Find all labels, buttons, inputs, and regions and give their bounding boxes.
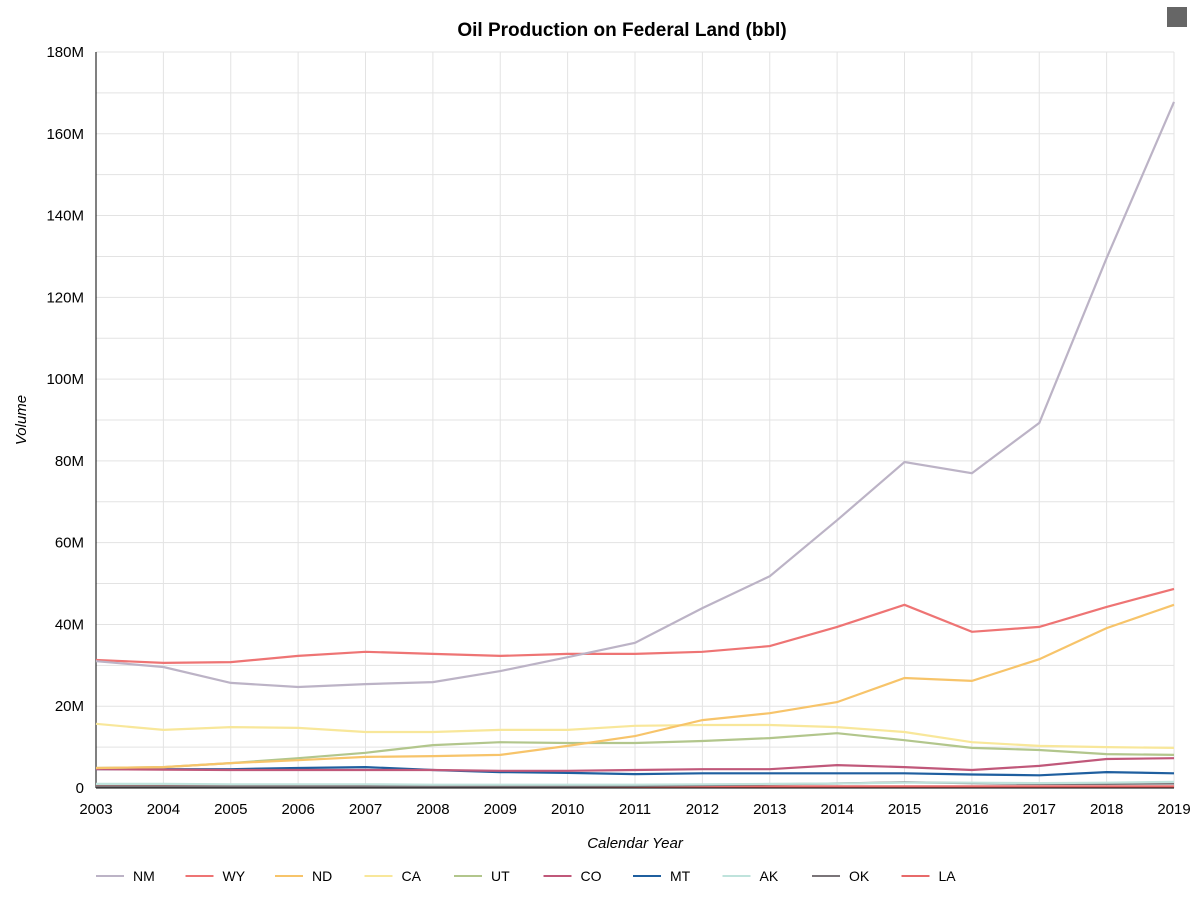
series-line-mt [96, 765, 1175, 777]
legend-item-co[interactable]: CO [543, 868, 602, 884]
x-tick-label: 2007 [349, 801, 382, 818]
legend-label: NM [133, 868, 155, 884]
x-tick-label: 2006 [281, 801, 314, 818]
y-axis-label: Volume [13, 395, 30, 445]
legend-item-ak[interactable]: AK [722, 868, 779, 884]
legend-item-mt[interactable]: MT [633, 868, 691, 884]
x-tick-label: 2009 [484, 801, 517, 818]
series-line-co [95, 757, 1175, 772]
x-axis-label: Calendar Year [587, 835, 684, 852]
x-tick-label: 2018 [1090, 801, 1123, 818]
x-tick-label: 2016 [955, 801, 988, 818]
legend-item-nm[interactable]: NM [96, 868, 155, 884]
x-tick-label: 2005 [214, 801, 247, 818]
x-tick-label: 2017 [1023, 801, 1056, 818]
y-tick-label: 100M [46, 371, 84, 388]
y-tick-label: 60M [55, 535, 84, 552]
legend-item-ca[interactable]: CA [364, 868, 422, 884]
legend-label: WY [223, 868, 246, 884]
chart-title: Oil Production on Federal Land (bbl) [457, 20, 786, 41]
y-tick-label: 160M [46, 126, 84, 143]
series-line-ak [96, 780, 1175, 786]
x-tick-label: 2011 [619, 801, 651, 818]
x-tick-label: 2003 [79, 801, 112, 818]
x-tick-label: 2010 [551, 801, 584, 818]
y-tick-label: 80M [55, 453, 84, 470]
series-line-nm [95, 101, 1176, 689]
x-tick-label: 2014 [820, 801, 853, 818]
series-line-ca [95, 722, 1175, 749]
legend-item-nd[interactable]: ND [275, 868, 332, 884]
series-line-nd [95, 603, 1175, 770]
legend-item-wy[interactable]: WY [185, 868, 246, 884]
legend-item-la[interactable]: LA [901, 868, 957, 884]
y-tick-label: 140M [46, 208, 84, 225]
series-line-wy [95, 587, 1175, 665]
x-tick-label: 2013 [753, 801, 786, 818]
y-tick-label: 180M [46, 44, 84, 61]
legend-label: MT [670, 868, 691, 884]
legend-label: CO [581, 868, 602, 884]
legend-label: LA [939, 868, 957, 884]
y-tick-label: 40M [55, 616, 84, 633]
y-tick-label: 20M [55, 698, 84, 715]
legend-label: UT [491, 868, 510, 884]
legend-item-ok[interactable]: OK [812, 868, 870, 884]
legend-label: AK [760, 868, 779, 884]
x-tick-label: 2012 [686, 801, 719, 818]
y-tick-label: 0 [76, 780, 84, 797]
legend-label: ND [312, 868, 332, 884]
x-tick-label: 2004 [147, 801, 180, 818]
x-tick-label: 2015 [888, 801, 921, 818]
x-tick-label: 2008 [416, 801, 449, 818]
legend-label: OK [849, 868, 870, 884]
x-tick-label: 2019 [1157, 801, 1190, 818]
legend-item-ut[interactable]: UT [454, 868, 510, 884]
legend-label: CA [402, 868, 422, 884]
chart-menu-button[interactable] [1167, 7, 1187, 27]
series-line-ut [95, 732, 1175, 770]
y-tick-label: 120M [46, 289, 84, 306]
